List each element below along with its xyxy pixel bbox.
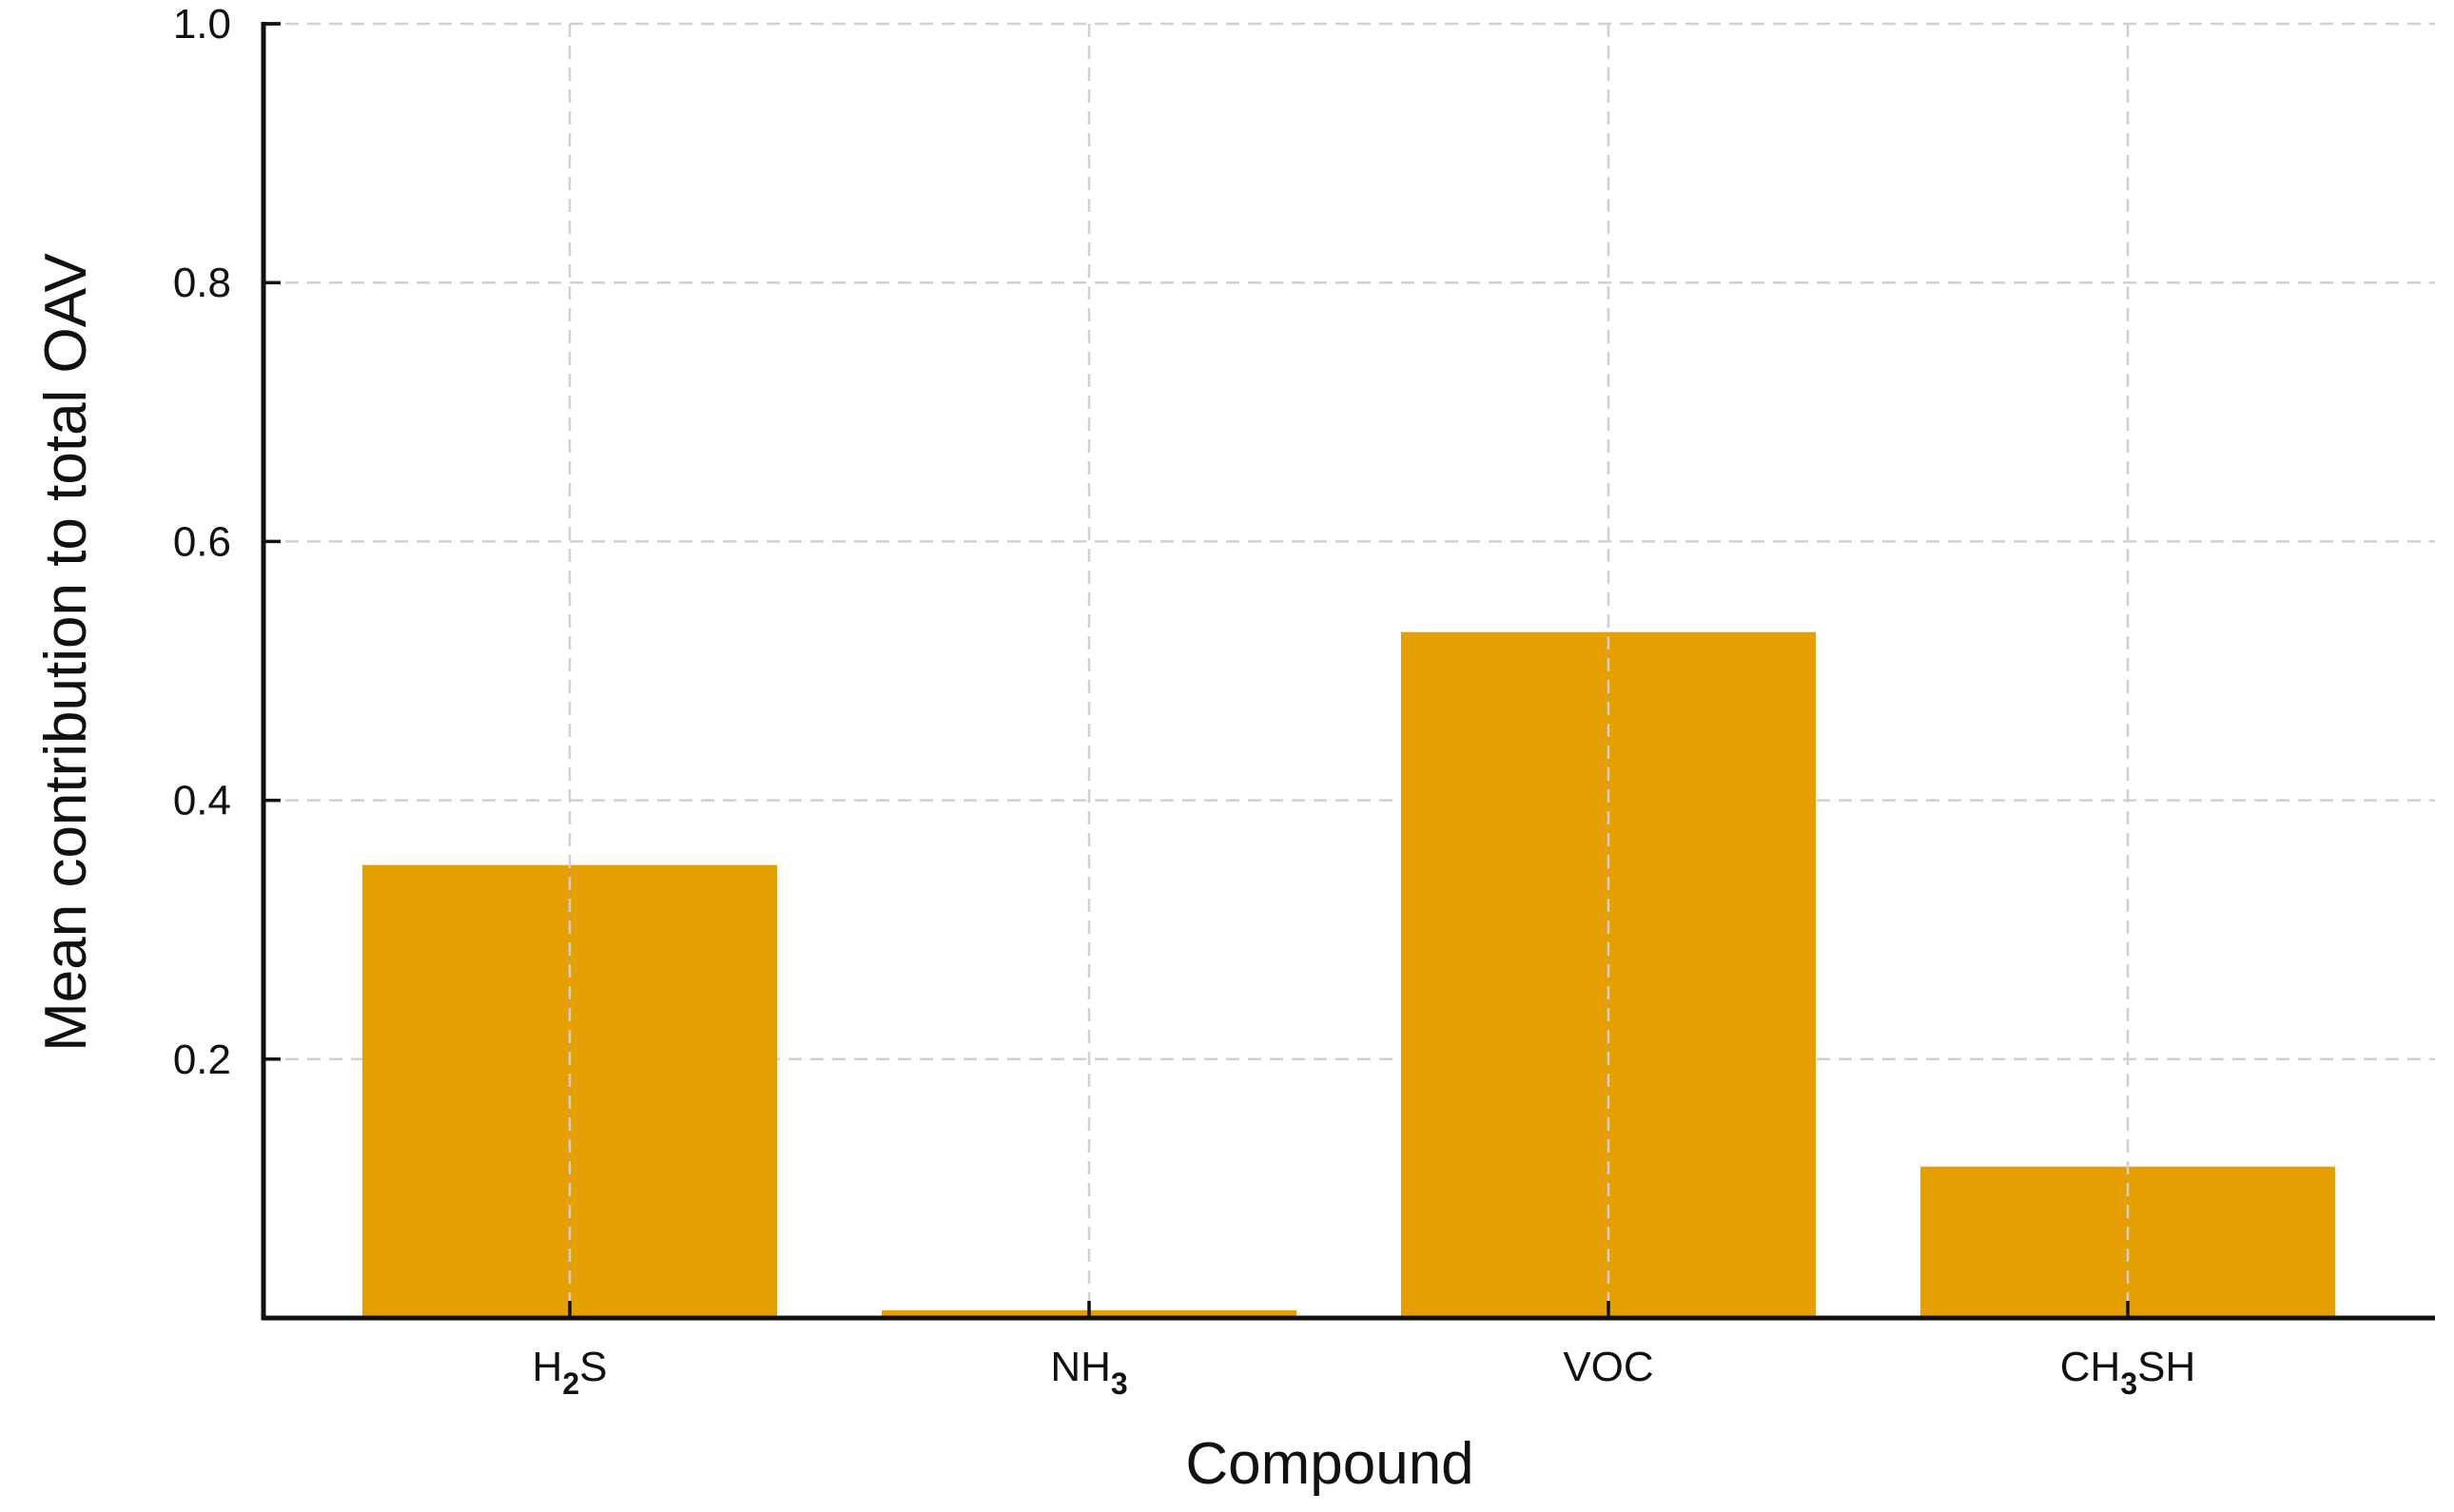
y-axis-title: Mean contribution to total OAV <box>33 252 99 1051</box>
y-tick-label: 1.0 <box>173 1 231 48</box>
y-tick-label: 0.4 <box>173 778 231 824</box>
x-tick-label: H2S <box>533 1344 608 1401</box>
y-tick-label: 0.8 <box>173 260 231 306</box>
bars <box>362 631 2335 1318</box>
y-tick-label: 0.6 <box>173 518 231 565</box>
x-tick-label: VOC <box>1563 1344 1653 1390</box>
bar <box>362 864 777 1318</box>
x-ticks: H2S NH3 VOC CH3SH <box>533 1301 2195 1401</box>
x-axis-title: Compound <box>1185 1431 1473 1497</box>
x-tick-label: CH3SH <box>2060 1344 2195 1401</box>
y-ticks: 0.2 0.4 0.6 0.8 1.0 <box>173 1 281 1083</box>
vertical-grid-lines <box>568 24 2130 1318</box>
x-tick-label: NH3 <box>1050 1344 1127 1401</box>
y-tick-label: 0.2 <box>173 1037 231 1083</box>
